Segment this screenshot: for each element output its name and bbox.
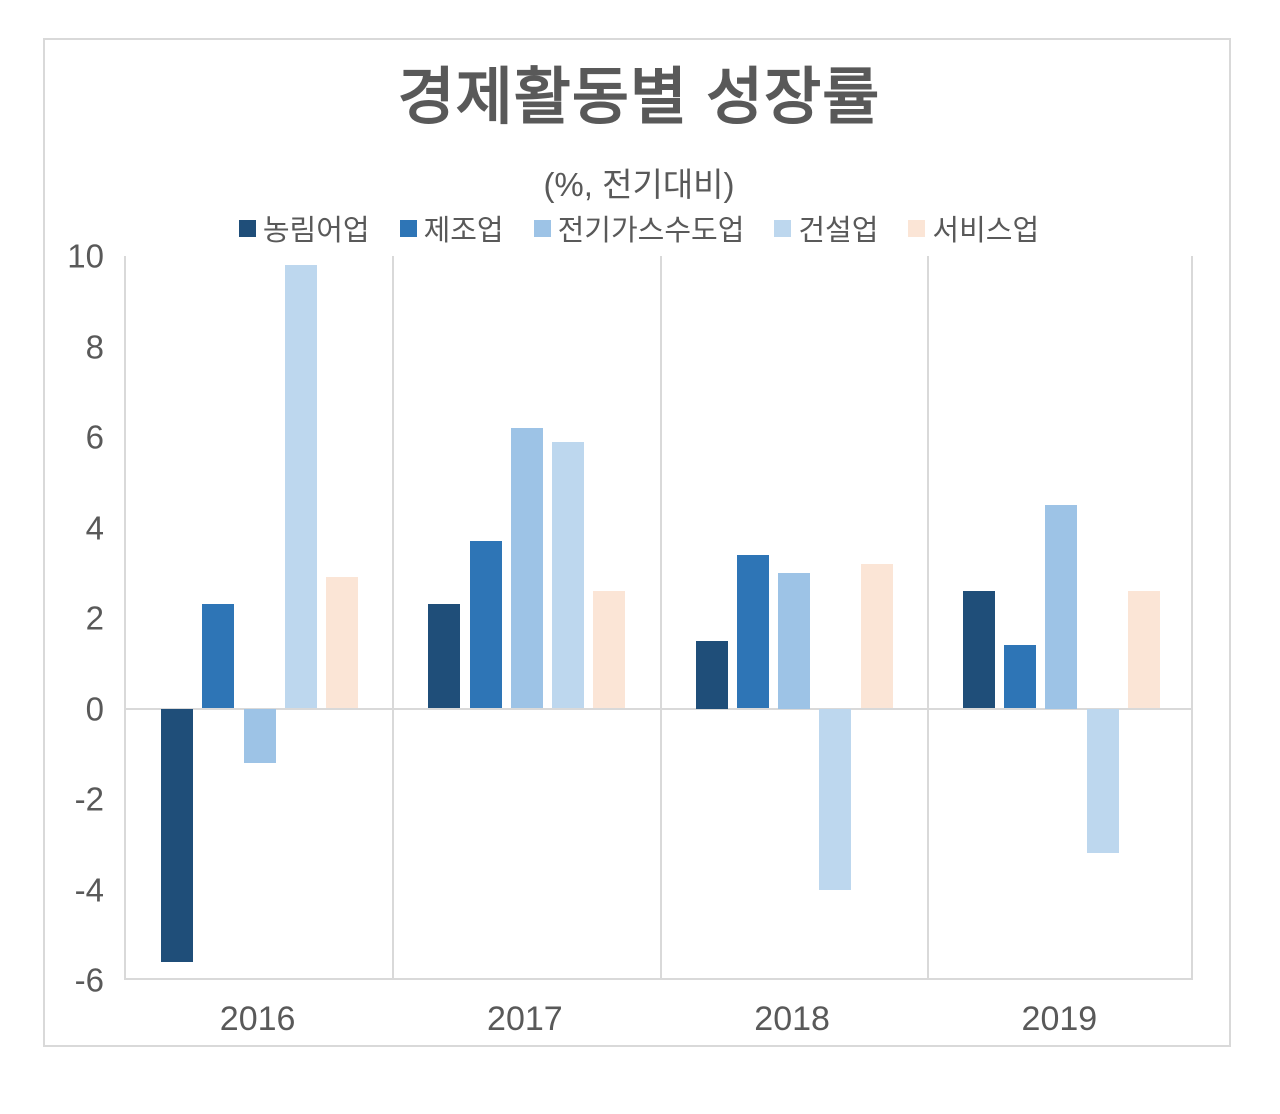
legend-item-3: 건설업: [774, 207, 878, 249]
x-tick-label-2018: 2018: [754, 1000, 830, 1038]
legend-item-4: 서비스업: [908, 207, 1039, 249]
bar-농림어업-2017: [428, 604, 461, 709]
bar-건설업-2016: [284, 265, 317, 709]
x-tick-label-2017: 2017: [487, 1000, 563, 1038]
bar-서비스업-2019: [1127, 590, 1160, 709]
bar-건설업-2019: [1086, 708, 1119, 854]
legend-item-0: 농림어업: [238, 207, 370, 249]
zero-gridline: [126, 707, 1191, 710]
y-tick-label: -6: [74, 961, 104, 999]
bar-서비스업-2016: [326, 577, 359, 709]
x-tick-label-2016: 2016: [219, 1000, 296, 1038]
bar-건설업-2018: [819, 708, 852, 890]
bar-건설업-2017: [552, 441, 585, 709]
bar-농림어업-2016: [161, 708, 194, 962]
bar-농림어업-2019: [962, 590, 995, 709]
bar-농림어업-2018: [695, 640, 728, 709]
y-tick-label: 4: [85, 509, 104, 546]
legend-swatch-icon: [774, 219, 792, 237]
bar-전기가스수도업-2018: [778, 572, 811, 709]
plot-area: [124, 256, 1193, 980]
y-tick-label: 0: [85, 690, 104, 727]
legend-label: 서비스업: [932, 215, 1040, 247]
legend-label: 건설업: [798, 215, 879, 247]
legend-label: 제조업: [423, 215, 504, 247]
legend-swatch-icon: [908, 219, 926, 237]
bar-서비스업-2017: [593, 590, 626, 709]
legend-swatch-icon: [238, 219, 256, 237]
chart-title: 경제활동별 성장률: [397, 63, 881, 132]
y-tick-label: -4: [74, 871, 104, 908]
chart-frame: [43, 38, 1231, 1047]
category-separator-gridline: [659, 256, 662, 978]
chart-subtitle: (%, 전기대비): [543, 166, 735, 203]
legend-item-1: 제조업: [399, 207, 504, 249]
bar-제조업-2019: [1004, 645, 1037, 709]
bar-전기가스수도업-2017: [510, 427, 543, 709]
bar-전기가스수도업-2019: [1045, 504, 1078, 709]
y-tick-label: 10: [67, 237, 104, 275]
legend-label: 전기가스수도업: [557, 215, 745, 247]
category-separator-gridline: [926, 256, 929, 978]
bar-서비스업-2018: [860, 563, 893, 709]
category-separator-gridline: [392, 256, 395, 978]
bar-전기가스수도업-2016: [243, 708, 276, 763]
y-tick-label: 2: [85, 599, 104, 637]
y-tick-label: 6: [85, 418, 104, 456]
bar-제조업-2018: [736, 554, 769, 709]
legend: 농림어업 제조업 전기가스수도업 건설업 서비스업: [43, 207, 1235, 249]
x-tick-label-2019: 2019: [1021, 1000, 1098, 1038]
legend-item-2: 전기가스수도업: [533, 207, 745, 249]
legend-swatch-icon: [533, 219, 551, 237]
y-tick-label: 8: [85, 328, 104, 365]
bar-제조업-2017: [469, 541, 502, 709]
legend-swatch-icon: [399, 219, 417, 237]
y-tick-label: -2: [74, 780, 104, 818]
legend-label: 농림어업: [262, 215, 370, 247]
bar-제조업-2016: [202, 604, 235, 709]
